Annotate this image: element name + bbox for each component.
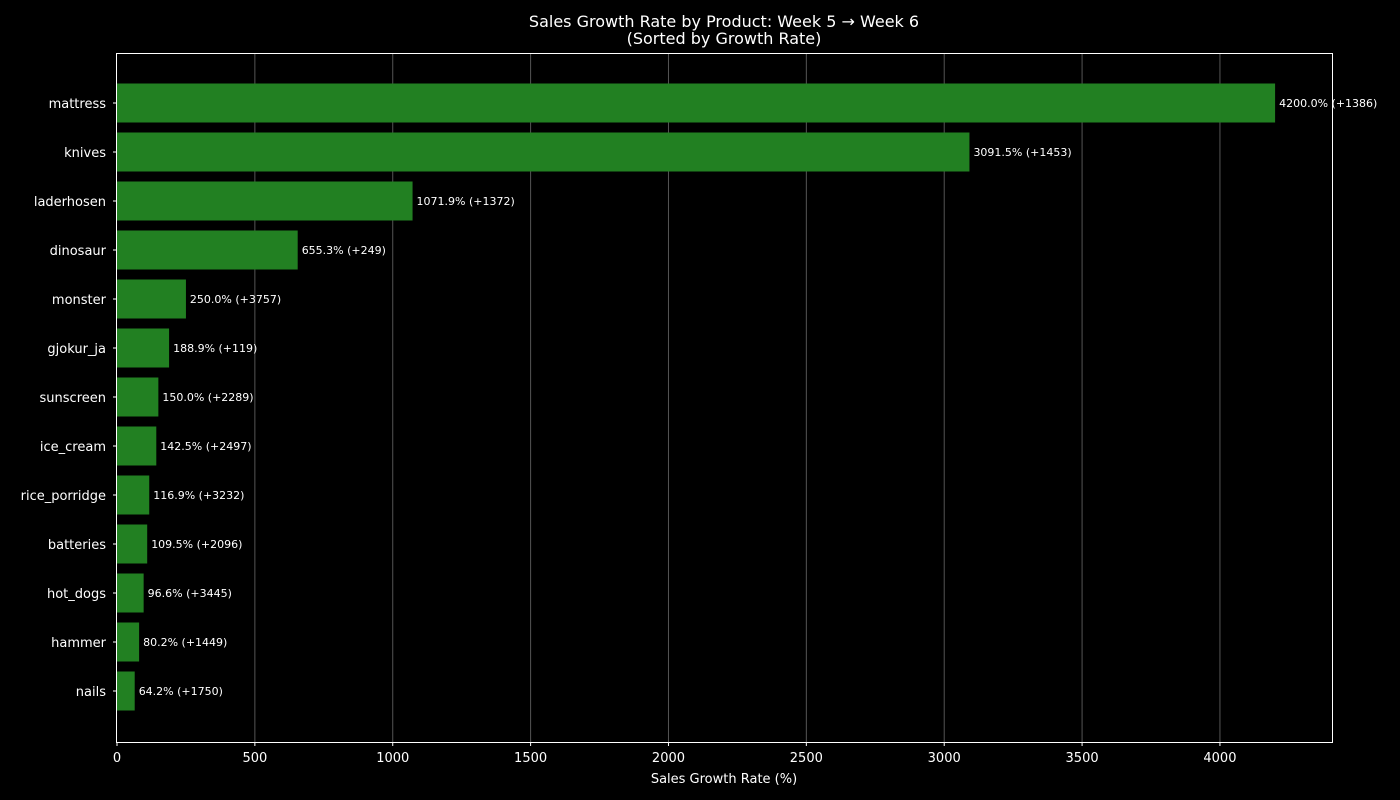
plot-frame [116, 53, 1333, 743]
y-tick-label: hot_dogs [47, 587, 106, 602]
y-tick-label: gjokur_ja [47, 342, 106, 357]
x-tick-label: 0 [113, 751, 121, 766]
y-tick-label: ice_cream [40, 440, 106, 455]
bar-knives [117, 132, 970, 172]
bar-hammer [117, 622, 140, 662]
data-label: 109.5% (+2096) [151, 538, 242, 551]
bar-batteries [117, 524, 148, 564]
x-tick-label: 4000 [1203, 751, 1236, 766]
bar-ice-cream [117, 426, 157, 466]
x-ticks: 0 500 1000 1500 2000 2500 3000 3500 4000 [113, 742, 1236, 766]
y-tick-label: rice_porridge [21, 489, 106, 504]
y-tick-label: laderhosen [34, 195, 106, 210]
y-tick-label: knives [64, 146, 106, 161]
y-tick-label: mattress [49, 97, 107, 112]
bar-rice-porridge [117, 475, 150, 515]
data-label: 188.9% (+119) [173, 342, 257, 355]
y-tick-label: dinosaur [50, 244, 107, 259]
x-tick-label: 1000 [376, 751, 409, 766]
y-tick-label: sunscreen [40, 391, 106, 406]
data-label: 655.3% (+249) [302, 244, 386, 257]
x-tick-label: 3500 [1066, 751, 1099, 766]
bar-laderhosen [117, 181, 413, 221]
bar-hot-dogs [117, 573, 144, 613]
chart-title: Sales Growth Rate by Product: Week 5 → W… [529, 12, 919, 31]
y-tick-label: nails [76, 685, 106, 700]
x-axis-label: Sales Growth Rate (%) [651, 772, 797, 787]
x-tick-label: 1500 [514, 751, 547, 766]
x-tick-label: 2000 [652, 751, 685, 766]
data-labels: 4200.0% (+1386) 3091.5% (+1453) 1071.9% (+… [139, 97, 1378, 698]
data-label: 142.5% (+2497) [160, 440, 251, 453]
y-tick-label: hammer [51, 636, 107, 651]
grid-lines [254, 54, 1221, 742]
data-label: 116.9% (+3232) [153, 489, 244, 502]
data-label: 4200.0% (+1386) [1279, 97, 1377, 110]
bars [117, 83, 1276, 711]
data-label: 150.0% (+2289) [162, 391, 253, 404]
y-tick-label: monster [52, 293, 107, 308]
data-label: 3091.5% (+1453) [973, 146, 1071, 159]
data-label: 96.6% (+3445) [148, 587, 232, 600]
bar-monster [117, 279, 186, 319]
data-label: 80.2% (+1449) [143, 636, 227, 649]
y-tick-label: batteries [48, 538, 106, 553]
bar-sunscreen [117, 377, 159, 417]
x-tick-label: 3000 [928, 751, 961, 766]
y-tick-labels: mattress knives laderhosen dinosaur monster g… [21, 97, 117, 700]
bar-nails [117, 671, 135, 711]
chart-subtitle: (Sorted by Growth Rate) [627, 29, 822, 48]
bar-dinosaur [117, 230, 298, 270]
bar-mattress [117, 83, 1276, 123]
data-label: 1071.9% (+1372) [417, 195, 515, 208]
bar-gjokur-ja [117, 328, 170, 368]
data-label: 250.0% (+3757) [190, 293, 281, 306]
x-tick-label: 500 [242, 751, 267, 766]
x-tick-label: 2500 [790, 751, 823, 766]
data-label: 64.2% (+1750) [139, 685, 223, 698]
